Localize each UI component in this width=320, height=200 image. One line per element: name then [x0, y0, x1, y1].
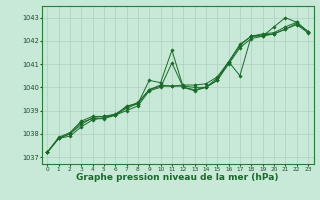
X-axis label: Graphe pression niveau de la mer (hPa): Graphe pression niveau de la mer (hPa) — [76, 173, 279, 182]
